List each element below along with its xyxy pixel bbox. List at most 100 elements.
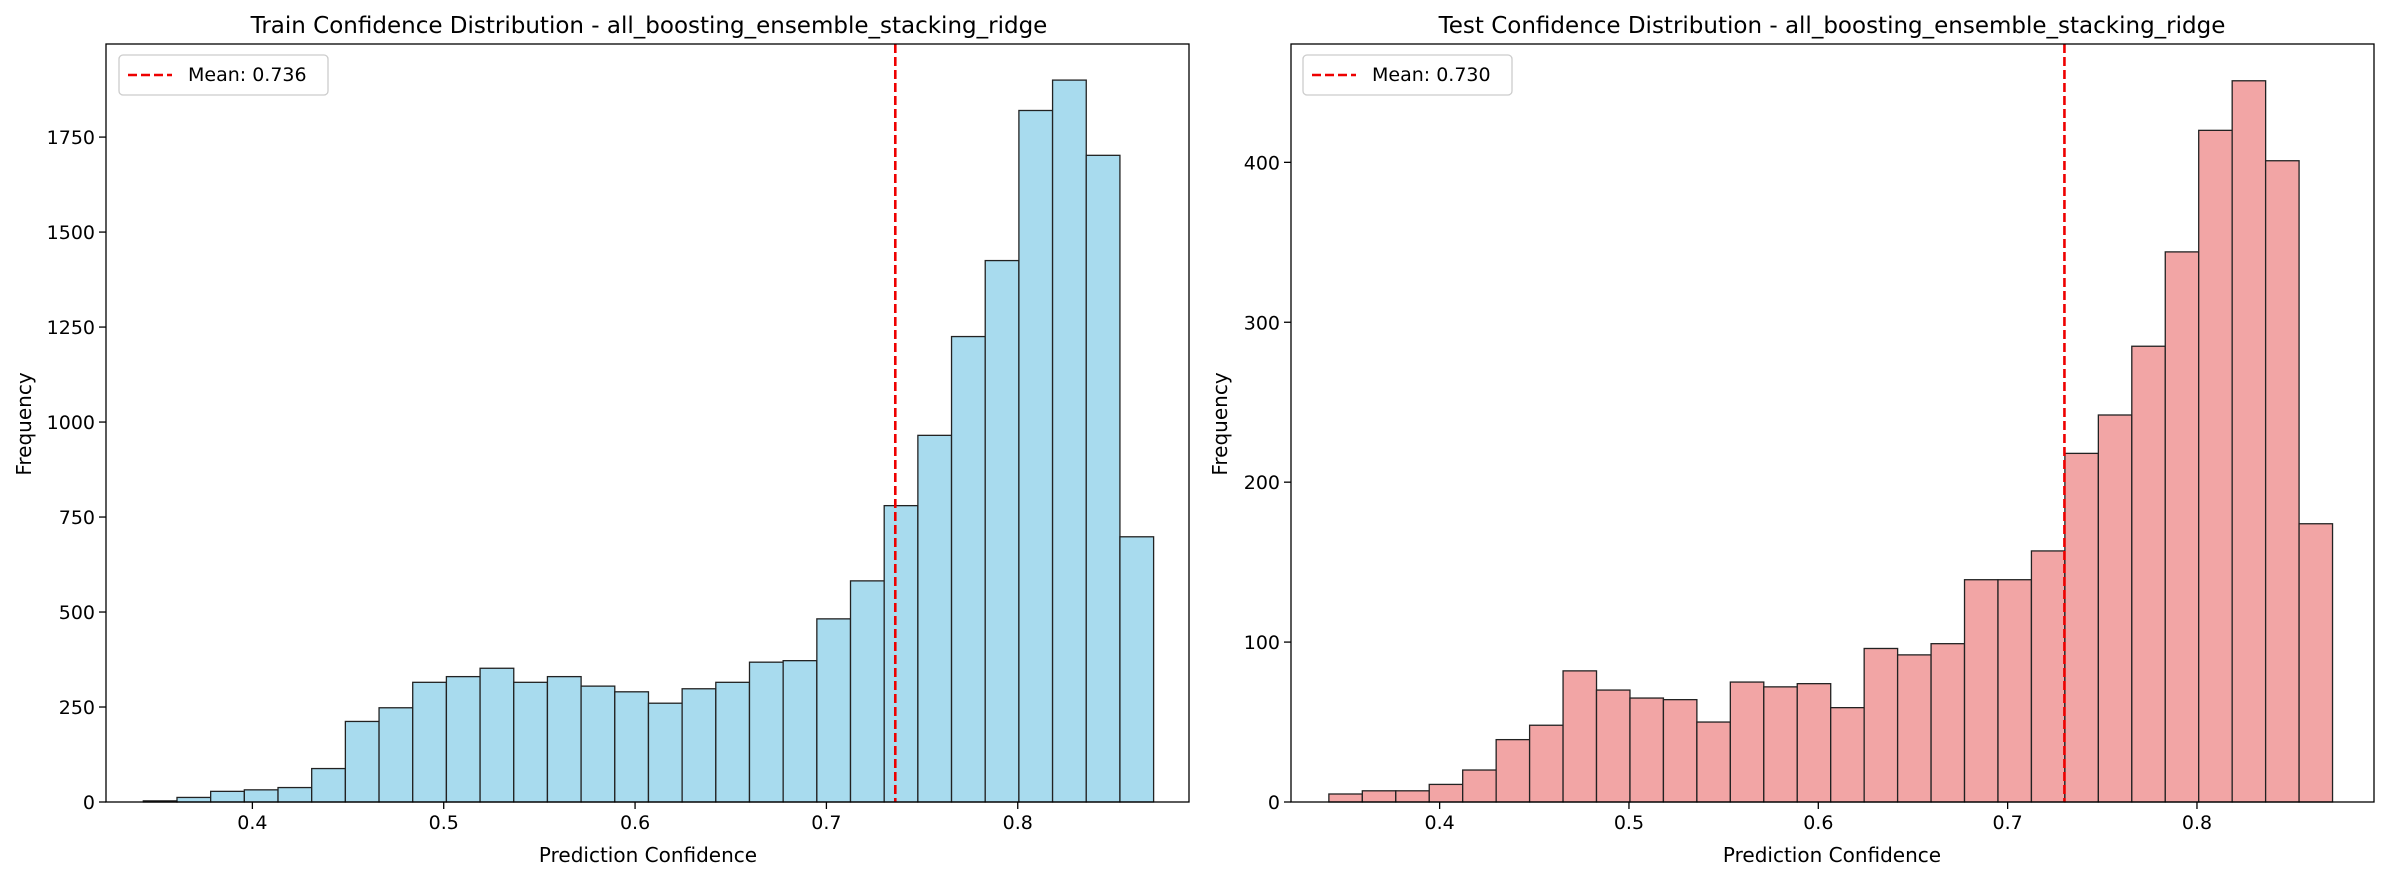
train-histogram-bar	[917, 434, 953, 803]
train-x-tick-label: 0.4	[237, 812, 267, 834]
train-histogram-bar	[412, 681, 448, 803]
train-x-axis-label: Prediction Confidence	[539, 843, 757, 867]
train-legend-label: Mean: 0.736	[188, 64, 307, 86]
test-y-axis-label: Frequency	[1208, 372, 1232, 475]
train-histogram-bar	[1085, 154, 1121, 803]
test-histogram-bar	[1763, 686, 1798, 803]
train-x-ticks: 0.4 0.5 0.6 0.7 0.8	[237, 802, 1033, 834]
test-histogram-bar	[2264, 160, 2300, 803]
train-histogram-bar	[614, 691, 650, 803]
train-plot-area	[142, 44, 1155, 803]
train-legend: Mean: 0.736	[118, 54, 329, 96]
train-y-tick-label: 500	[59, 602, 95, 624]
train-histogram-bar	[715, 681, 751, 803]
train-x-tick-label: 0.5	[429, 812, 459, 834]
test-x-axis-label: Prediction Confidence	[1723, 843, 1941, 867]
train-y-axis-label: Frequency	[12, 372, 36, 475]
test-legend-label: Mean: 0.730	[1372, 64, 1491, 86]
train-histogram-bar	[950, 335, 986, 803]
train-histogram-bar	[344, 720, 380, 803]
train-histogram-bar	[681, 688, 717, 803]
train-histogram-bar	[984, 259, 1020, 803]
test-plot-area	[1328, 44, 2334, 803]
test-histogram-bar	[1796, 683, 1832, 803]
train-axes-frame	[105, 43, 1190, 803]
test-histogram-bar	[2198, 129, 2233, 803]
test-histogram-bar	[2298, 523, 2334, 803]
test-histogram-bar	[1997, 579, 2033, 803]
test-x-tick-label: 0.5	[1614, 812, 1644, 834]
train-histogram-bar	[445, 675, 481, 803]
test-histogram-bar	[1428, 783, 1464, 803]
train-histogram-bar	[1051, 79, 1087, 803]
test-histogram-bar	[1662, 699, 1698, 803]
test-y-ticks: 0 100 200 300 400	[1244, 152, 1291, 814]
test-x-tick-label: 0.7	[1993, 812, 2023, 834]
train-histogram-bar	[311, 767, 347, 803]
test-histogram-bar	[1896, 654, 1932, 803]
test-x-tick-label: 0.6	[1803, 812, 1833, 834]
test-histogram-bar	[1361, 790, 1397, 803]
train-y-tick-label: 750	[59, 507, 95, 529]
test-x-ticks: 0.4 0.5 0.6 0.7 0.8	[1425, 802, 2212, 834]
train-histogram-bar	[243, 789, 279, 803]
test-histogram-bar	[1930, 643, 1966, 803]
test-chart-title: Test Confidence Distribution - all_boost…	[1438, 13, 2226, 39]
test-x-tick-label: 0.4	[1425, 812, 1455, 834]
test-histogram-bar	[2097, 414, 2133, 803]
test-y-tick-label: 300	[1244, 312, 1280, 334]
test-histogram-bar	[1696, 721, 1731, 803]
test-y-tick-label: 200	[1244, 472, 1280, 494]
test-y-tick-label: 100	[1244, 632, 1280, 654]
test-y-tick-label: 0	[1268, 792, 1280, 814]
train-y-tick-label: 0	[83, 792, 95, 814]
test-histogram-bar	[1462, 769, 1497, 803]
test-histogram-bar	[2030, 550, 2066, 803]
test-histogram-bar	[2064, 452, 2099, 803]
test-histogram-bar	[1562, 670, 1598, 803]
train-y-ticks: 0 250 500 750 1000 1250 1500 1750	[47, 127, 106, 814]
train-histogram-bar	[513, 681, 549, 803]
test-histogram-bar	[1830, 707, 1865, 803]
test-histogram-bar	[2164, 251, 2200, 803]
train-histogram-bar	[210, 790, 245, 803]
test-legend: Mean: 0.730	[1302, 54, 1513, 96]
train-y-tick-label: 1500	[47, 222, 95, 244]
test-histogram-bar	[1629, 697, 1665, 803]
test-y-tick-label: 400	[1244, 152, 1280, 174]
train-histogram-bar	[883, 504, 919, 803]
train-histogram-bar	[546, 675, 582, 803]
test-histogram-bar	[1395, 790, 1430, 803]
train-histogram-bar	[378, 707, 414, 803]
test-histogram-bar	[1495, 738, 1531, 803]
test-axes-frame	[1290, 43, 2375, 803]
train-x-tick-label: 0.7	[811, 812, 841, 834]
train-histogram-bar	[277, 786, 313, 803]
train-histogram-bar	[1018, 109, 1054, 803]
train-histogram-bar	[1119, 536, 1155, 803]
train-histogram-bar	[176, 796, 212, 803]
test-histogram-bar	[1729, 681, 1765, 803]
train-x-tick-label: 0.8	[1003, 812, 1033, 834]
test-chart: Test Confidence Distribution - all_boost…	[1208, 13, 2375, 867]
train-histogram-bar	[816, 618, 852, 803]
train-histogram-bar	[782, 660, 818, 803]
test-legend-box	[1302, 54, 1513, 96]
train-y-tick-label: 1750	[47, 127, 95, 149]
train-histogram-bar	[580, 685, 616, 803]
train-y-tick-label: 1250	[47, 317, 95, 339]
test-histogram-bar	[2231, 80, 2267, 803]
train-x-tick-label: 0.6	[620, 812, 650, 834]
test-histogram-bar	[1963, 579, 1999, 803]
train-chart: Train Confidence Distribution - all_boos…	[12, 13, 1190, 867]
test-histogram-bar	[1595, 689, 1631, 803]
test-x-tick-label: 0.8	[2182, 812, 2212, 834]
train-histogram-bar	[849, 580, 885, 803]
test-histogram-bar	[1863, 647, 1899, 803]
train-chart-title: Train Confidence Distribution - all_boos…	[250, 13, 1048, 39]
train-y-tick-label: 1000	[47, 412, 95, 434]
train-histogram-bar	[479, 667, 515, 803]
test-histogram-bar	[1528, 724, 1564, 803]
train-y-tick-label: 250	[59, 697, 95, 719]
